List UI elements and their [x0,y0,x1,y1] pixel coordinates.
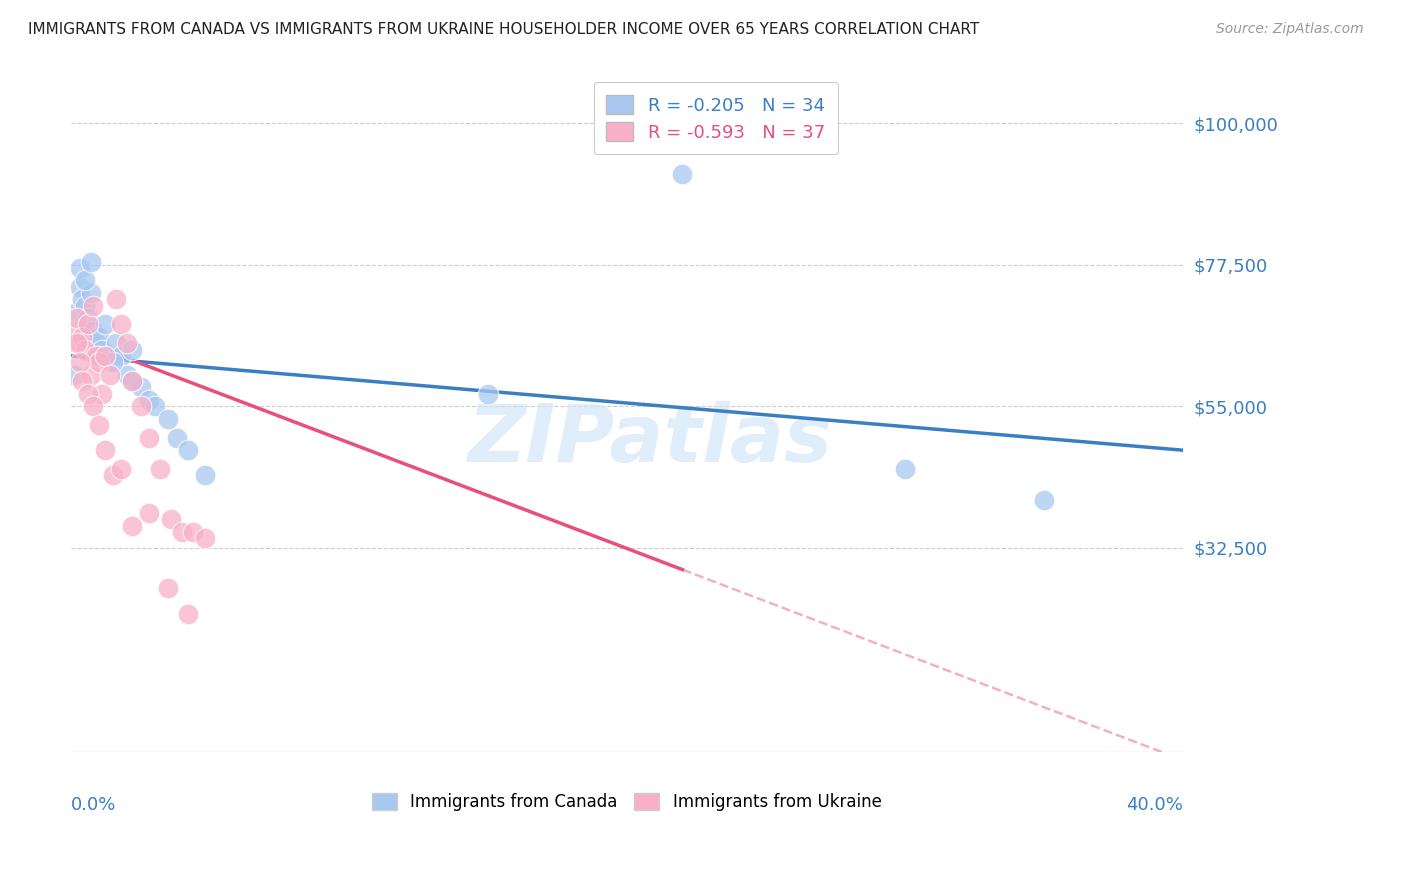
Point [138,392,160,407]
Text: ZIPatlas: ZIPatlas [467,401,831,479]
Point [101,355,124,369]
Point [121,518,143,533]
Point [194,531,217,545]
Point [160,512,183,526]
Point [87,330,110,344]
Point [87,349,110,363]
Point [129,380,152,394]
Point [194,468,217,483]
Point [149,462,172,476]
Point [75,273,97,287]
Point [69,336,91,351]
Point [63,324,86,338]
Point [121,374,143,388]
Point [82,324,104,338]
Point [80,285,103,300]
Point [72,330,94,344]
Point [129,399,152,413]
Point [72,293,94,307]
Point [671,167,693,181]
Point [75,299,97,313]
Point [84,336,107,351]
Text: Source: ZipAtlas.com: Source: ZipAtlas.com [1216,22,1364,37]
Point [121,374,143,388]
Point [138,506,160,520]
Point [177,607,200,621]
Point [75,343,97,357]
Point [66,336,89,351]
Point [90,343,112,357]
Point [80,254,103,268]
Point [66,305,89,319]
Point [183,524,205,539]
Point [101,468,124,483]
Point [87,417,110,432]
Point [104,293,127,307]
Legend: R = -0.205   N = 34, R = -0.593   N = 37: R = -0.205 N = 34, R = -0.593 N = 37 [593,82,838,154]
Point [98,368,121,382]
Point [93,318,115,332]
Point [87,355,110,369]
Point [115,336,138,351]
Point [893,462,915,476]
Point [93,443,115,458]
Point [77,318,100,332]
Point [157,582,180,596]
Point [77,311,100,326]
Point [115,368,138,382]
Point [90,386,112,401]
Point [69,355,91,369]
Point [69,279,91,293]
Point [69,260,91,275]
Point [1032,493,1054,508]
Point [66,311,89,326]
Point [143,399,166,413]
Point [72,374,94,388]
Point [110,462,132,476]
Point [138,431,160,445]
Point [110,349,132,363]
Point [82,399,104,413]
Point [104,336,127,351]
Point [121,343,143,357]
Point [177,443,200,458]
Point [172,524,194,539]
Text: 40.0%: 40.0% [1126,796,1182,814]
Point [166,431,188,445]
Point [77,386,100,401]
Text: 0.0%: 0.0% [72,796,117,814]
Point [98,355,121,369]
Point [82,299,104,313]
Point [80,368,103,382]
Point [63,368,86,382]
Point [157,411,180,425]
Text: IMMIGRANTS FROM CANADA VS IMMIGRANTS FROM UKRAINE HOUSEHOLDER INCOME OVER 65 YEA: IMMIGRANTS FROM CANADA VS IMMIGRANTS FRO… [28,22,980,37]
Point [110,318,132,332]
Point [93,349,115,363]
Point [84,349,107,363]
Point [477,386,499,401]
